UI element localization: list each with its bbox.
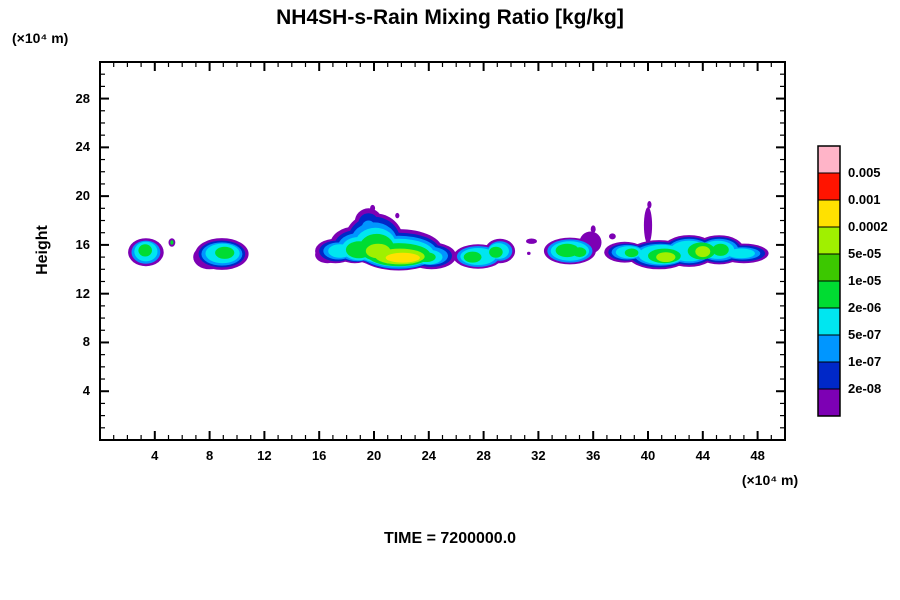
cloud-4-green-region: [489, 246, 503, 258]
x-tick-label: 48: [750, 448, 765, 463]
y-axis-unit-label: (×10⁴ m): [12, 30, 69, 46]
cloud-5-green-region: [572, 247, 587, 258]
colorbar-cell: [817, 172, 841, 201]
cloud-1-green-region: [138, 244, 152, 257]
cloud-6-purple-region: [609, 233, 616, 240]
x-tick-label: 12: [257, 448, 272, 463]
chart-title: NH4SH-s-Rain Mixing Ratio [kg/kg]: [276, 6, 624, 29]
colorbar-cell: [817, 334, 841, 363]
colorbar-frame: [817, 145, 841, 417]
cloud-5-green-region: [555, 243, 579, 258]
colorbar-cell: [817, 307, 841, 336]
colorbar-label: 1e-05: [848, 273, 882, 288]
x-tick-label: 4: [151, 448, 159, 463]
cloud-6-green-region: [712, 243, 729, 256]
cloud-6-green-region: [624, 248, 639, 258]
cloud-6-bgreen-region: [656, 252, 676, 262]
cloud-6-purple-region: [647, 201, 652, 209]
x-tick-label: 20: [366, 448, 382, 463]
y-tick-label: 28: [75, 90, 90, 106]
x-tick-label: 8: [205, 448, 214, 463]
x-tick-label: 40: [640, 448, 656, 463]
cloud-4-green-region: [463, 251, 482, 263]
cloud-3-purple-region: [370, 204, 376, 212]
colorbar-cell: [817, 226, 841, 255]
x-tick-label: 24: [421, 448, 437, 463]
speck-1-purple-region: [526, 238, 537, 244]
cloud-5-purple-region: [590, 225, 596, 233]
colorbar-cell: [817, 253, 841, 282]
x-tick-label: 36: [585, 448, 601, 463]
cloud-1-green-region: [170, 240, 174, 245]
colorbar-label: 2e-06: [848, 300, 882, 315]
colorbar-label: 2e-08: [848, 381, 882, 396]
colorbar-cell: [817, 388, 841, 417]
colorbar-cell: [817, 280, 841, 309]
colorbar-label: 1e-07: [848, 354, 882, 369]
cloud-2-green-region: [215, 246, 235, 259]
colorbar-label: 0.005: [848, 165, 881, 180]
x-tick-label: 44: [695, 448, 711, 463]
x-tick-label: 32: [531, 448, 546, 463]
x-tick-label: 16: [311, 448, 327, 463]
x-tick-label: 28: [476, 448, 491, 463]
colorbar-label: 5e-07: [848, 327, 882, 342]
colorbar-label: 0.001: [848, 192, 881, 207]
colorbar-label: 0.0002: [848, 219, 888, 234]
cloud-6-purple-region: [643, 207, 653, 244]
x-axis-unit-label: (×10⁴ m): [741, 472, 799, 488]
cloud-6-bgreen-region: [695, 246, 711, 258]
y-tick-label: 8: [82, 334, 90, 350]
cloud-3-yellow-region: [385, 252, 420, 263]
speck-1-purple-region: [527, 251, 531, 255]
y-tick-label: 16: [75, 236, 90, 252]
cloud-3-purple-region: [395, 212, 400, 219]
time-label: TIME = 7200000.0: [383, 530, 517, 547]
cloud-6-cyan-region: [727, 248, 755, 259]
colorbar-cell: [817, 199, 841, 228]
colorbar-label: 5e-05: [848, 246, 882, 261]
contour-regions: [128, 201, 769, 271]
y-tick-label: 4: [82, 383, 90, 399]
y-tick-label: 20: [75, 188, 90, 204]
y-tick-label: 12: [75, 285, 90, 301]
colorbar-cell: [817, 361, 841, 390]
y-tick-label: 24: [75, 139, 90, 155]
colorbar-cell: [817, 145, 841, 174]
